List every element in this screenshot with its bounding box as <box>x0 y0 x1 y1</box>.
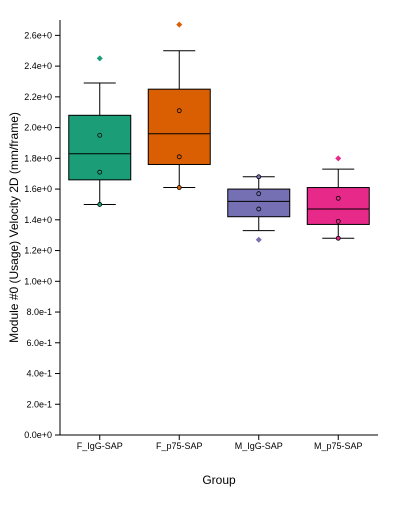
y-tick-label: 2.2e+0 <box>24 92 52 102</box>
outlier-point <box>96 55 103 62</box>
outlier-point <box>335 155 342 162</box>
box-M_IgG-SAP <box>227 174 291 243</box>
x-axis: F_IgG-SAP F_p75-SAP M_IgG-SAP M_p75-SAP <box>60 434 378 451</box>
x-axis-title: Group <box>202 473 236 487</box>
y-axis-title: Module #0 (Usage) Velocity 2D (mm/frame) <box>7 112 21 343</box>
y-tick-label: 0.0e+0 <box>24 430 52 440</box>
y-tick-label: 8.0e-1 <box>26 307 52 317</box>
outlier-point <box>255 236 262 243</box>
y-axis: 0.0e+0 2.0e-1 4.0e-1 6.0e-1 8.0e-1 1.0e+0 1.2e… <box>24 20 61 440</box>
data-point <box>176 185 182 190</box>
data-point <box>256 191 262 197</box>
boxes <box>68 21 370 243</box>
data-point <box>176 108 182 114</box>
outlier-point <box>176 21 183 28</box>
data-point <box>97 202 103 207</box>
data-point <box>256 206 262 212</box>
box-iqr <box>68 114 132 181</box>
box-M_p75-SAP <box>306 155 370 241</box>
data-point <box>97 132 103 138</box>
x-tick-label: F_p75-SAP <box>156 441 203 451</box>
box-iqr <box>306 187 370 225</box>
y-tick-label: 2.0e+0 <box>24 123 52 133</box>
x-tick-label: M_p75-SAP <box>314 441 363 451</box>
y-tick-label: 1.0e+0 <box>24 276 52 286</box>
box-F_p75-SAP <box>147 21 211 190</box>
x-tick-label: F_IgG-SAP <box>77 441 123 451</box>
data-point <box>335 218 341 224</box>
y-tick-label: 2.6e+0 <box>24 30 52 40</box>
y-tick-label: 1.6e+0 <box>24 184 52 194</box>
y-tick-label: 6.0e-1 <box>26 338 52 348</box>
y-tick-label: 2.0e-1 <box>26 399 52 409</box>
y-tick-label: 4.0e-1 <box>26 369 52 379</box>
box-iqr <box>147 88 211 165</box>
box-F_IgG-SAP <box>68 55 132 207</box>
data-point <box>256 174 262 180</box>
data-point <box>335 195 341 201</box>
y-tick-label: 1.2e+0 <box>24 246 52 256</box>
data-point <box>97 169 103 175</box>
x-tick-label: M_IgG-SAP <box>235 441 283 451</box>
y-tick-label: 1.4e+0 <box>24 215 52 225</box>
y-tick-label: 1.8e+0 <box>24 153 52 163</box>
data-point <box>176 154 182 160</box>
y-tick-label: 2.4e+0 <box>24 61 52 71</box>
data-point <box>335 235 341 241</box>
